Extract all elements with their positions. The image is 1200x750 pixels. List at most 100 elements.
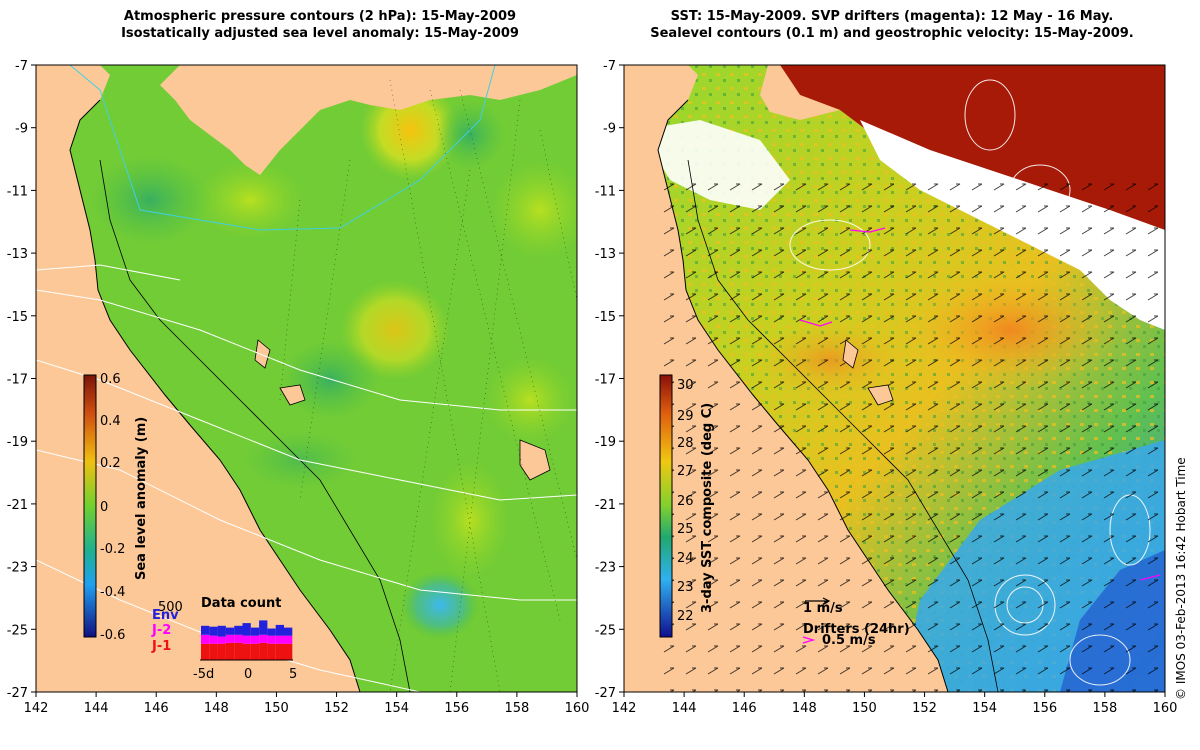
drifter-track-1 [849, 227, 886, 233]
data-count-bar [242, 643, 251, 660]
data-count-bar [242, 623, 251, 636]
new-guinea-land-right [760, 65, 840, 120]
drifters-label: Drifters (24hr) [803, 622, 910, 637]
data-count-bar [267, 643, 276, 660]
y-tick-label: -21 [595, 498, 616, 513]
australia-land-left [36, 65, 360, 692]
drifter-legend-arrow [802, 636, 816, 644]
mission-env-label: Env [152, 608, 179, 623]
sla-lime-blob [490, 160, 577, 260]
x-tick-label: 148 [792, 701, 817, 716]
data-count-inset: Data count 500 Env J-2 J-1 -5d 0 5 [151, 596, 297, 682]
right-map-title: SST: 15-May-2009. SVP drifters (magenta)… [612, 8, 1172, 42]
sla-colorbar-label: Sea level anomaly (m) [134, 417, 149, 580]
data-count-max-label: 500 [158, 600, 183, 615]
x-tick-label: 144 [672, 701, 697, 716]
right-map-panel [624, 65, 1165, 692]
sla-cb-tick-4: -0.2 [100, 542, 125, 557]
altimeter-tracks-left [279, 79, 577, 692]
sst-colorbar-label: 3-day SST composite (deg C) [700, 403, 715, 613]
sla-colorbar-gradient [83, 374, 97, 638]
data-count-bar [209, 643, 218, 660]
velocity-scale-label: 1 m/s [803, 601, 843, 616]
data-count-bar [242, 635, 251, 644]
x-tick-label: 144 [84, 701, 109, 716]
data-count-bar [267, 635, 276, 644]
left-y-axis: -7 -9 -11 -13 -15 -17 -19 -21 -23 -25 -27 [7, 59, 36, 701]
sla-low-blob-2 [280, 340, 380, 420]
x-tick-label: 158 [504, 701, 529, 716]
y-tick-label: -9 [15, 122, 28, 137]
x-tick-label: 142 [612, 701, 637, 716]
x-tick-label: 160 [565, 701, 590, 716]
data-count-bar [250, 627, 260, 636]
x-tick-label: 152 [912, 701, 937, 716]
sla-colorbar: 0.6 0.4 0.2 0 -0.2 -0.4 -0.6 Sea level a… [83, 372, 149, 643]
drifter-speed-label: 0.5 m/s [822, 633, 876, 648]
sst-cb-tick-1: 29 [677, 409, 694, 424]
data-count-bar [201, 634, 210, 644]
x-tick-label: 146 [144, 701, 169, 716]
right-title-line1: SST: 15-May-2009. SVP drifters (magenta)… [670, 9, 1114, 24]
new-guinea-land-left [160, 65, 577, 175]
y-tick-label: -21 [7, 498, 28, 513]
pressure-contour-cyan [69, 65, 496, 231]
y-tick-label: -11 [7, 184, 28, 199]
right-x-axis: 142 144 146 148 150 152 154 156 158 160 [612, 692, 1177, 716]
data-count-xtick-2: 5 [289, 667, 297, 682]
x-tick-label: 150 [852, 701, 877, 716]
right-y-axis: -7 -9 -11 -13 -15 -17 -19 -21 -23 -25 -27 [595, 59, 624, 701]
sla-lime-blob-4 [430, 460, 510, 580]
sst-cb-tick-8: 22 [677, 609, 694, 624]
sst-cb-tick-3: 27 [677, 464, 694, 479]
data-count-bar [275, 624, 284, 636]
x-tick-label: 152 [324, 701, 349, 716]
data-count-title: Data count [201, 596, 281, 611]
drifter-track-3 [1139, 574, 1161, 581]
mission-j2-label: J-2 [151, 623, 171, 638]
data-count-bar [217, 625, 226, 637]
data-count-bar [259, 642, 268, 660]
sst-cb-tick-4: 26 [677, 494, 694, 509]
pressure-contour-2 [36, 359, 577, 501]
x-tick-label: 148 [204, 701, 229, 716]
data-count-bar [201, 643, 210, 660]
data-count-bar [234, 634, 243, 643]
data-count-bar [284, 643, 293, 660]
y-tick-label: -25 [7, 623, 28, 638]
sla-cb-tick-0: 0.6 [100, 372, 121, 387]
x-tick-label: 142 [24, 701, 49, 716]
data-count-bar [217, 636, 226, 644]
data-count-bars [201, 620, 293, 660]
sst-colorbar-gradient [659, 374, 673, 638]
y-tick-label: -19 [7, 435, 28, 450]
y-tick-label: -27 [7, 686, 28, 701]
sla-lime-blob-2 [195, 160, 305, 240]
reef-islands-right [842, 339, 894, 406]
y-tick-label: -17 [595, 373, 616, 388]
sst-cb-tick-6: 24 [677, 551, 694, 566]
mission-j1-label: J-1 [151, 639, 171, 654]
velocity-legend: 1 m/s Drifters (24hr) 0.5 m/s [802, 597, 910, 648]
data-count-bar [225, 642, 235, 660]
sst-cb-tick-5: 25 [677, 522, 694, 537]
imos-credit: © IMOS 03-Feb-2013 16:42 Hobart Time [1174, 457, 1188, 700]
sla-cb-tick-1: 0.4 [100, 414, 121, 429]
x-tick-label: 156 [444, 701, 469, 716]
sst-cb-tick-2: 28 [677, 436, 694, 451]
y-tick-label: -9 [603, 122, 616, 137]
data-count-xtick-1: 0 [244, 667, 252, 682]
pressure-contour-3 [36, 449, 577, 601]
data-count-bar [201, 625, 210, 635]
data-count-bar [209, 635, 218, 644]
sst-cb-tick-7: 23 [677, 580, 694, 595]
sla-low-blob-3 [435, 100, 505, 170]
y-tick-label: -7 [15, 59, 28, 74]
right-title-line2: Sealevel contours (0.1 m) and geostrophi… [650, 26, 1134, 41]
data-count-bar [225, 627, 235, 635]
velocity-scale-arrowhead [822, 597, 831, 605]
data-count-bar [250, 635, 260, 644]
left-title-line1: Atmospheric pressure contours (2 hPa): 1… [123, 9, 517, 24]
data-count-bar [284, 635, 293, 644]
